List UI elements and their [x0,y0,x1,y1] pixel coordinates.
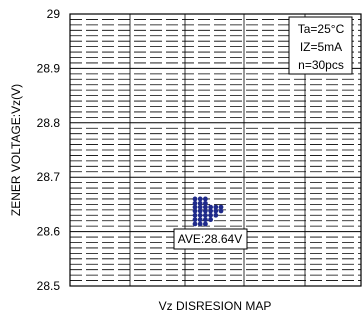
legend-box [288,16,353,75]
y-tick-labels: 29 28.9 28.8 28.7 28.6 28.5 [37,7,61,293]
x-axis-label: Vz DISRESION MAP [159,299,272,313]
data-point [197,217,203,223]
data-point [192,200,198,206]
data-point [197,221,203,227]
data-point [197,212,203,218]
legend-line-3: n=30pcs [298,58,344,72]
average-annotation-box [173,228,248,250]
y-tick-label: 28.7 [37,170,61,184]
data-point [203,221,208,227]
data-point [197,200,203,206]
average-annotation-text: AVE:28.64V [178,232,243,246]
y-tick-label: 28.6 [37,225,61,239]
data-point [192,212,198,218]
y-tick-label: 28.8 [37,116,61,130]
legend-line-1: Ta=25°C [298,22,345,36]
data-point [213,212,219,218]
data-point [197,204,203,210]
data-point [208,204,214,210]
y-tick-label: 29 [47,7,61,21]
average-annotation: AVE:28.64V [173,228,248,250]
data-point [203,208,208,214]
y-axis-label: ZENER VOLTAGE:Vz(V) [9,84,23,216]
data-point [213,204,219,210]
data-point [208,208,214,214]
legend: Ta=25°C IZ=5mA n=30pcs [288,16,353,75]
data-point [208,212,214,218]
data-point [213,208,219,214]
data-point [203,196,208,202]
plot-frame [69,13,362,287]
data-point [192,217,198,223]
data-point [203,204,208,210]
data-points [192,196,224,227]
data-point [218,208,224,214]
data-point [203,217,208,223]
data-point [197,196,203,202]
y-tick-label: 28.9 [37,61,61,75]
data-point [218,204,224,210]
data-point [192,221,198,227]
data-point [192,208,198,214]
data-point [208,217,214,223]
data-point [192,196,198,202]
data-point [197,208,203,214]
data-point [192,204,198,210]
data-point [203,212,208,218]
legend-line-2: IZ=5mA [300,40,342,54]
y-tick-label: 28.5 [37,279,61,293]
data-point [203,200,208,206]
